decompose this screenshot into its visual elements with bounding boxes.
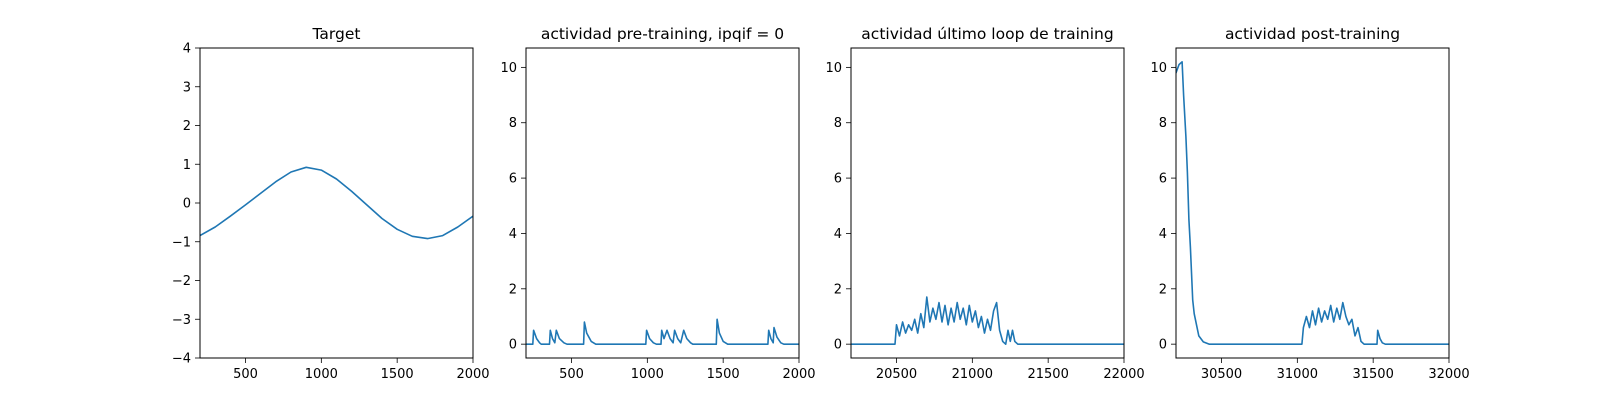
y-tick-label: 2 [1159,282,1167,297]
x-tick-label: 21000 [952,367,993,382]
y-tick-label: −2 [172,274,191,289]
y-tick-label: 6 [509,172,517,187]
x-tick-label: 1000 [631,367,664,382]
y-tick-label: 2 [509,282,517,297]
y-tick-label: 10 [825,61,842,76]
plot-title: actividad pre-training, ipqif = 0 [541,25,784,43]
y-tick-label: 0 [183,197,191,212]
y-tick-label: 1 [183,158,191,173]
x-tick-label: 30500 [1201,367,1242,382]
y-tick-label: 4 [183,42,191,57]
x-tick-label: 31000 [1277,367,1318,382]
x-tick-label: 1000 [305,367,338,382]
y-tick-label: 4 [1159,227,1167,242]
subplot-last-training-loop: actividad último loop de training 20500 2… [825,25,1144,382]
x-tick-label: 32000 [1428,367,1469,382]
series-line [200,166,473,240]
plot-title: actividad post-training [1225,25,1400,43]
y-tick-label: 0 [509,338,517,353]
x-tick-label: 1500 [707,367,740,382]
y-tick-label: 8 [834,116,842,131]
plot-frame [850,47,1125,359]
y-tick-label: −3 [172,313,191,328]
y-tick-label: 4 [834,227,842,242]
x-tick-label: 500 [559,367,584,382]
y-tick-label: 3 [183,80,191,95]
x-tick-label: 22000 [1103,367,1144,382]
y-tick-label: 6 [1159,172,1167,187]
series-line [1176,61,1449,345]
x-tick-label: 2000 [782,367,815,382]
y-tick-label: 8 [509,116,517,131]
y-tick-label: 10 [500,61,517,76]
x-tick-label: 2000 [456,367,489,382]
y-tick-label: 8 [1159,116,1167,131]
y-tick-label: −4 [172,352,191,367]
x-tick-label: 20500 [876,367,917,382]
plot-frame [199,47,474,359]
x-tick-label: 21500 [1027,367,1068,382]
y-tick-label: 10 [1150,61,1167,76]
x-tick-label: 500 [233,367,258,382]
y-tick-label: 6 [834,172,842,187]
plot-title: actividad último loop de training [861,25,1113,43]
x-tick-label: 1500 [381,367,414,382]
subplot-post-training: actividad post-training 30500 31000 31500 3… [1150,25,1469,382]
y-tick-label: 4 [509,227,517,242]
subplot-target: Target 500 1000 1500 2000 −4 −3 −2 −1 0 1 2 3 4 [172,25,490,382]
y-tick-label: 2 [834,282,842,297]
y-tick-label: 0 [834,338,842,353]
plot-frame [1175,47,1450,359]
series-line [851,296,1124,345]
subplot-pre-training: actividad pre-training, ipqif = 0 500 100… [500,25,815,382]
y-tick-label: 0 [1159,338,1167,353]
plot-frame [525,47,800,359]
y-tick-label: 2 [183,119,191,134]
x-tick-label: 31500 [1352,367,1393,382]
plot-title: Target [312,25,361,43]
series-line [526,318,799,345]
y-tick-label: −1 [172,235,191,250]
